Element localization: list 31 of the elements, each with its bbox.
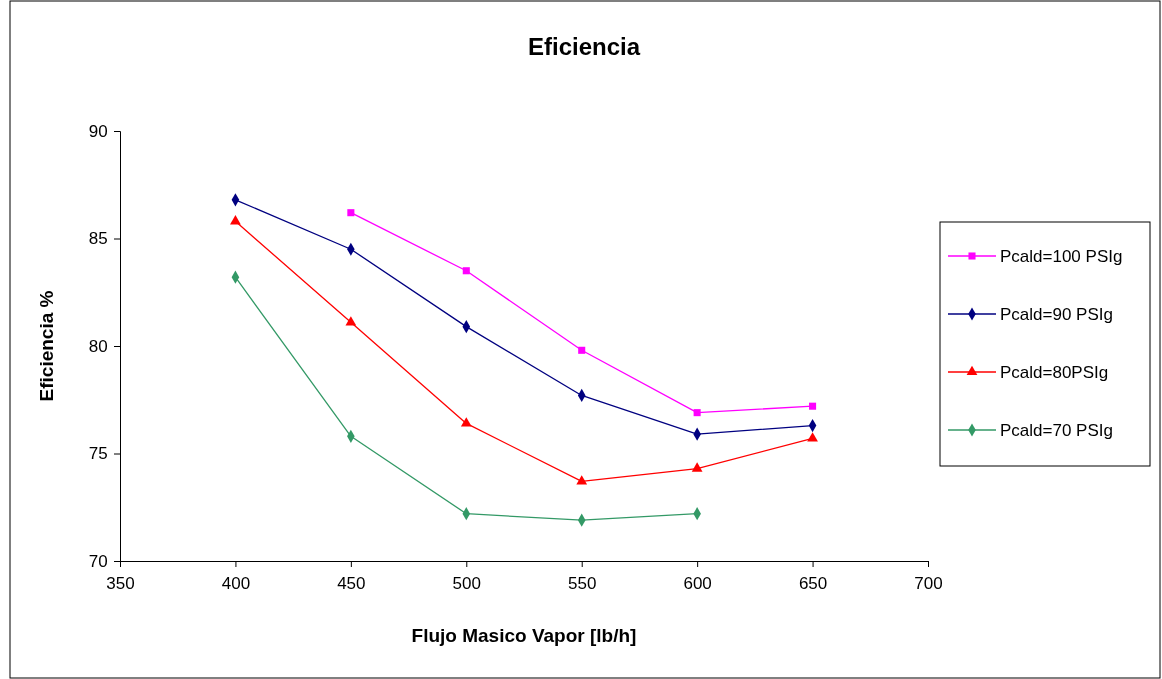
point (462, 267, 470, 275)
y-tick-label: 90 (88, 121, 108, 141)
y-tick-label: 85 (88, 229, 108, 249)
y-axis-title: Eficiencia % (36, 290, 57, 402)
point (460, 417, 472, 427)
point (576, 475, 588, 485)
y-tick-label: 80 (88, 336, 108, 356)
legend-label: Pcald=70 PSIg (1000, 421, 1113, 440)
legend-label: Pcald=90 PSIg (1000, 305, 1113, 324)
chart-title: Eficiencia (527, 33, 641, 60)
x-tick-label: 350 (106, 573, 135, 593)
x-tick-label: 550 (568, 573, 597, 593)
x-tick-label: 400 (221, 573, 251, 593)
point (347, 209, 355, 217)
legend-label: Pcald=100 PSIg (1000, 247, 1123, 266)
x-tick-label: 450 (337, 573, 366, 593)
x-tick-label: 600 (683, 573, 712, 593)
point (809, 402, 817, 410)
point (807, 432, 818, 442)
y-tick-label: 75 (88, 444, 108, 464)
legend-label: Pcald=80PSIg (1000, 363, 1109, 382)
point (693, 409, 701, 417)
point (230, 215, 241, 225)
x-tick-label: 700 (914, 573, 943, 593)
x-tick-label: 500 (452, 573, 481, 593)
y-tick-label: 70 (88, 551, 108, 571)
point (345, 316, 357, 326)
point (578, 346, 586, 354)
point (691, 462, 703, 472)
x-tick-label: 650 (798, 573, 828, 593)
x-axis-title: Flujo Masico Vapor [lb/h] (411, 625, 637, 646)
